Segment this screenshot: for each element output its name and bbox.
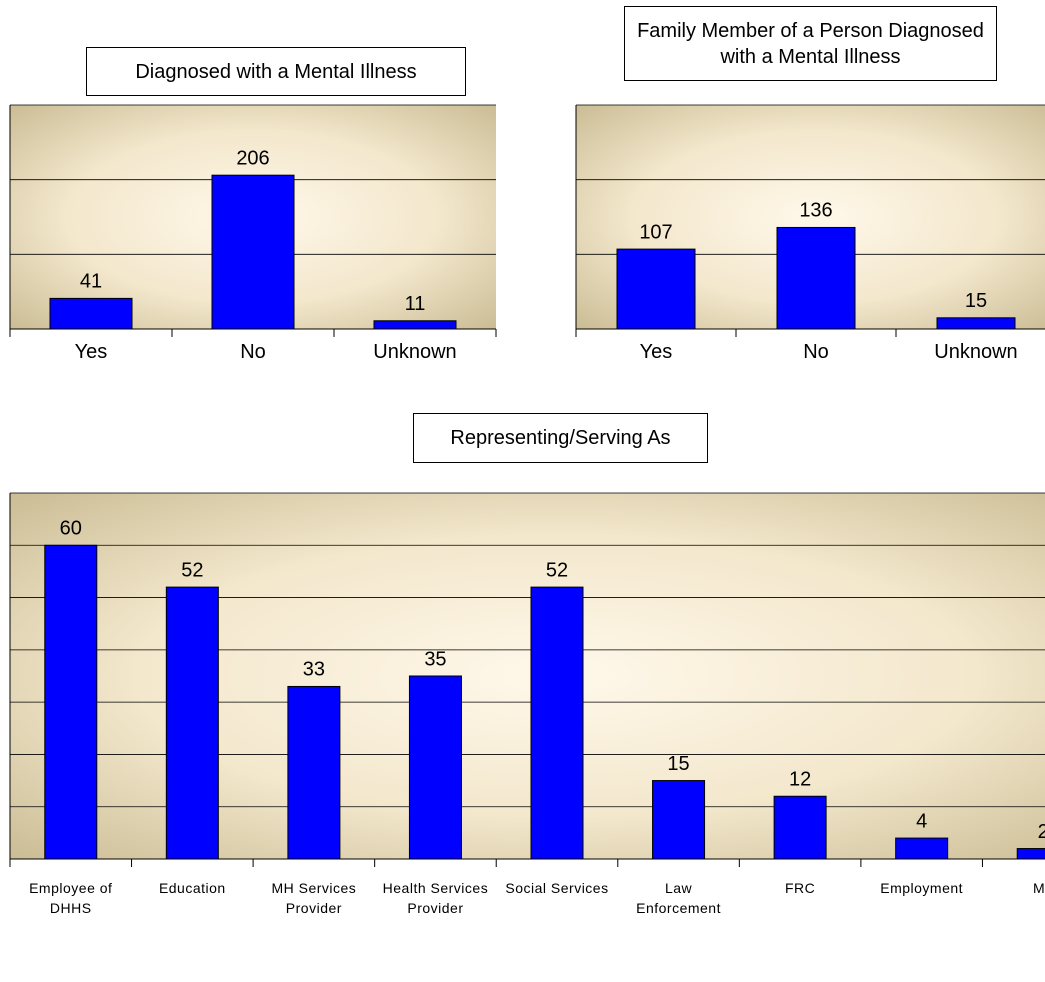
x-tick-label: Social Services — [505, 880, 609, 897]
value-label: 12 — [789, 769, 811, 791]
x-tick-label: Education — [158, 880, 226, 897]
value-label: 4 — [916, 810, 927, 832]
x-tick-label: Yes — [639, 341, 673, 363]
x-tick-label: Me — [1032, 880, 1045, 897]
bar — [165, 586, 219, 860]
plot-area — [10, 493, 1045, 859]
x-tick-label: Employment — [880, 880, 964, 897]
value-label: 60 — [60, 518, 82, 540]
x-tick-label: Yes — [74, 341, 108, 363]
value-label: 15 — [965, 290, 987, 312]
value-label: 15 — [667, 753, 689, 775]
bar — [616, 248, 696, 330]
value-label: 136 — [799, 200, 832, 222]
value-label: 2 — [1038, 821, 1045, 843]
value-label: 107 — [639, 221, 672, 243]
bar — [652, 780, 706, 860]
x-tick-label: Unknown — [373, 341, 457, 363]
bar — [773, 795, 827, 860]
bar — [895, 837, 949, 860]
bar — [44, 544, 98, 860]
x-tick-label: FRC — [784, 880, 816, 897]
chart-title: Representing/Serving As — [413, 413, 708, 463]
bar — [936, 317, 1016, 330]
bar — [211, 174, 295, 330]
value-label: 41 — [80, 271, 102, 293]
value-label: 35 — [424, 648, 446, 670]
value-label: 11 — [405, 293, 426, 315]
value-label: 52 — [546, 559, 568, 581]
x-tick-label: Law Enforcement — [636, 880, 721, 917]
bar — [287, 685, 341, 860]
x-tick-label: Health Services Provider — [382, 880, 489, 917]
x-tick-label: No — [803, 341, 829, 363]
x-tick-label: MH Services Provider — [271, 880, 357, 917]
bar — [373, 320, 457, 330]
value-label: 52 — [181, 559, 203, 581]
value-label: 206 — [236, 147, 269, 169]
value-label: 33 — [303, 659, 325, 681]
bar — [1016, 848, 1045, 860]
x-tick-label: Unknown — [934, 341, 1018, 363]
chart-title: Family Member of a Person Diagnosed with… — [624, 6, 997, 81]
bar — [530, 586, 584, 860]
x-tick-label: No — [240, 341, 266, 363]
chart-title: Diagnosed with a Mental Illness — [86, 47, 466, 96]
bar — [49, 297, 133, 330]
bar — [776, 226, 856, 330]
x-tick-label: Employee of DHHS — [29, 880, 113, 917]
bar — [408, 675, 462, 860]
